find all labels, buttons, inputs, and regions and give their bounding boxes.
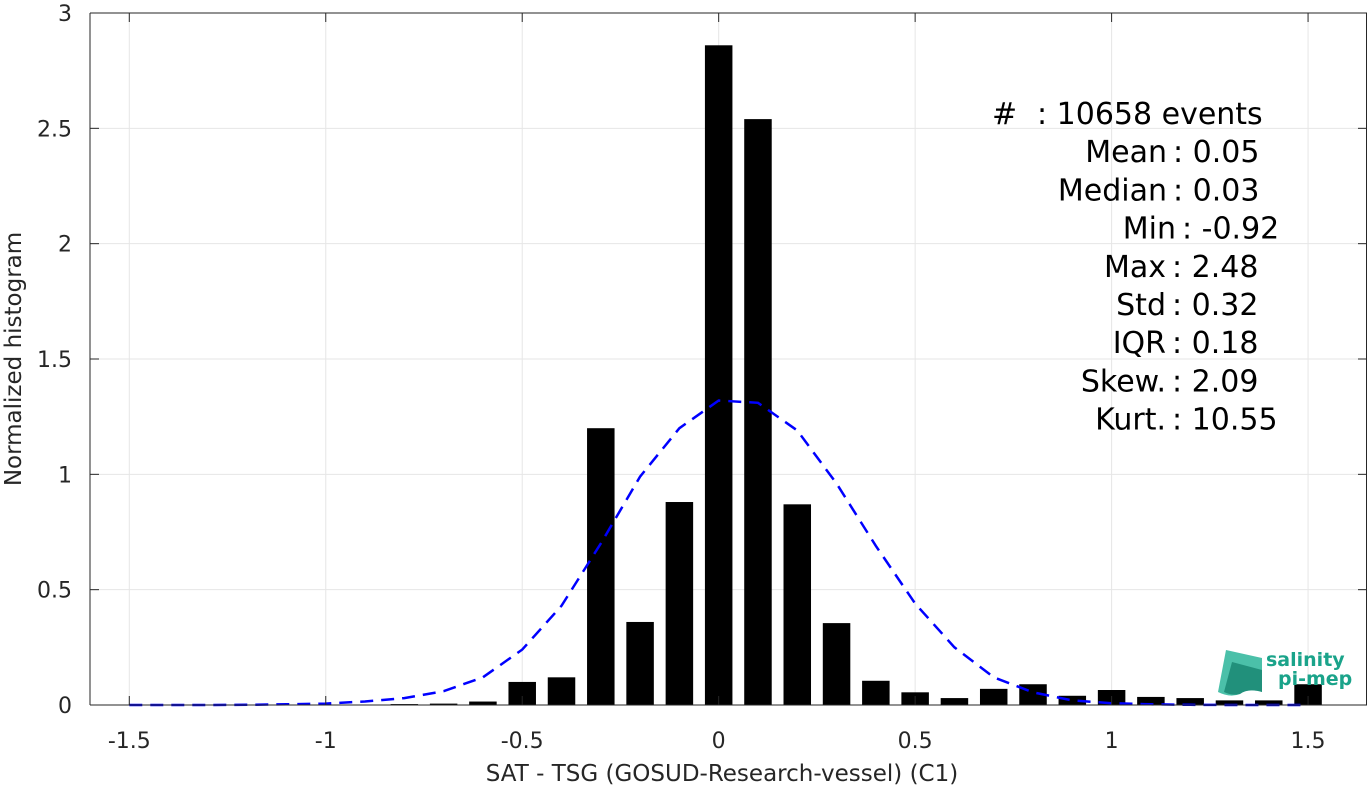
- histogram-bar: [1058, 695, 1087, 705]
- histogram-bar: [1294, 684, 1322, 705]
- stat-line: IQR: 0.18: [1113, 326, 1259, 361]
- stat-label: Mean: [1085, 135, 1167, 170]
- histogram-bar: [587, 428, 615, 705]
- stat-value: : 0.03: [1173, 173, 1259, 208]
- histogram-bar: [626, 621, 654, 705]
- x-tick-label: 1.5: [1291, 729, 1326, 754]
- x-tick-label: -1.5: [108, 729, 151, 754]
- logo-text-line1: salinity: [1266, 649, 1345, 671]
- stat-value: : 0.05: [1173, 135, 1259, 170]
- x-tick-label: -1: [315, 729, 337, 754]
- stat-line: Kurt.: 10.55: [1095, 403, 1277, 438]
- x-axis-title: SAT - TSG (GOSUD-Research-vessel) (C1): [486, 761, 958, 785]
- stat-value: : 10658 events: [1037, 97, 1263, 132]
- stat-value: : -0.92: [1182, 212, 1279, 247]
- stat-label: Skew.: [1081, 364, 1166, 399]
- stat-value: : 2.48: [1172, 250, 1258, 285]
- histogram-bar: [1176, 698, 1204, 705]
- x-tick-label: 0: [712, 729, 726, 754]
- stat-label: #: [992, 97, 1017, 132]
- histogram-bar: [783, 504, 812, 705]
- stat-label: IQR: [1113, 326, 1166, 361]
- y-tick-label: 1.5: [37, 348, 72, 373]
- x-tick-label: 0.5: [898, 729, 933, 754]
- histogram-bar: [1255, 700, 1283, 705]
- y-tick-label: 0: [58, 694, 72, 719]
- logo-wave-icon-layer: [1224, 662, 1262, 695]
- stat-value: : 0.32: [1172, 288, 1258, 323]
- stat-label: Kurt.: [1095, 403, 1166, 438]
- x-tick-label: 1: [1105, 729, 1119, 754]
- y-tick-label: 2: [58, 233, 72, 258]
- stat-line: Max: 2.48: [1104, 250, 1258, 285]
- y-tick-label: 0.5: [37, 579, 72, 604]
- histogram-bar: [822, 623, 851, 705]
- y-tick-label: 3: [58, 2, 72, 27]
- y-axis-title: Normalized histogram: [1, 232, 27, 486]
- stat-value: : 2.09: [1172, 364, 1258, 399]
- stat-label: Median: [1058, 173, 1167, 208]
- histogram-bar: [508, 681, 536, 705]
- x-tick-label: -0.5: [501, 729, 544, 754]
- histogram-bar: [862, 680, 890, 705]
- stat-line: # : 10658 events: [992, 97, 1263, 132]
- stat-value: : 0.18: [1172, 326, 1258, 361]
- stat-line: Skew.: 2.09: [1081, 364, 1259, 399]
- stat-line: Mean: 0.05: [1085, 135, 1259, 170]
- histogram-bar: [704, 45, 733, 705]
- histogram-bar: [665, 502, 694, 705]
- tick-labels: -1.5 -1 -0.5 0 0.5 1 1.5 0 0.5 1 1.5 2 2.5 3: [37, 2, 1326, 754]
- stat-label: Std: [1116, 288, 1166, 323]
- y-tick-label: 1: [58, 463, 72, 488]
- histogram-bar: [547, 677, 576, 705]
- logo-text-line2: pi-mep: [1278, 668, 1352, 690]
- y-tick-label: 2.5: [37, 117, 72, 142]
- salinity-pi-mep-logo: salinity pi-mep: [1218, 649, 1352, 696]
- stat-value: : 10.55: [1172, 403, 1278, 438]
- stat-line: Min: -0.92: [1123, 212, 1280, 247]
- histogram-bar: [429, 703, 458, 705]
- histogram-bar: [940, 698, 969, 705]
- histogram-bar: [1137, 696, 1165, 705]
- histogram-bar: [469, 701, 497, 705]
- stat-line: Std: 0.32: [1116, 288, 1258, 323]
- histogram-bar: [1215, 700, 1244, 705]
- stat-label: Max: [1104, 250, 1166, 285]
- stat-line: Median: 0.03: [1058, 173, 1260, 208]
- stat-label: Min: [1123, 212, 1176, 247]
- bars: [351, 45, 1322, 705]
- histogram-bar: [744, 119, 772, 705]
- histogram-bar: [979, 688, 1008, 705]
